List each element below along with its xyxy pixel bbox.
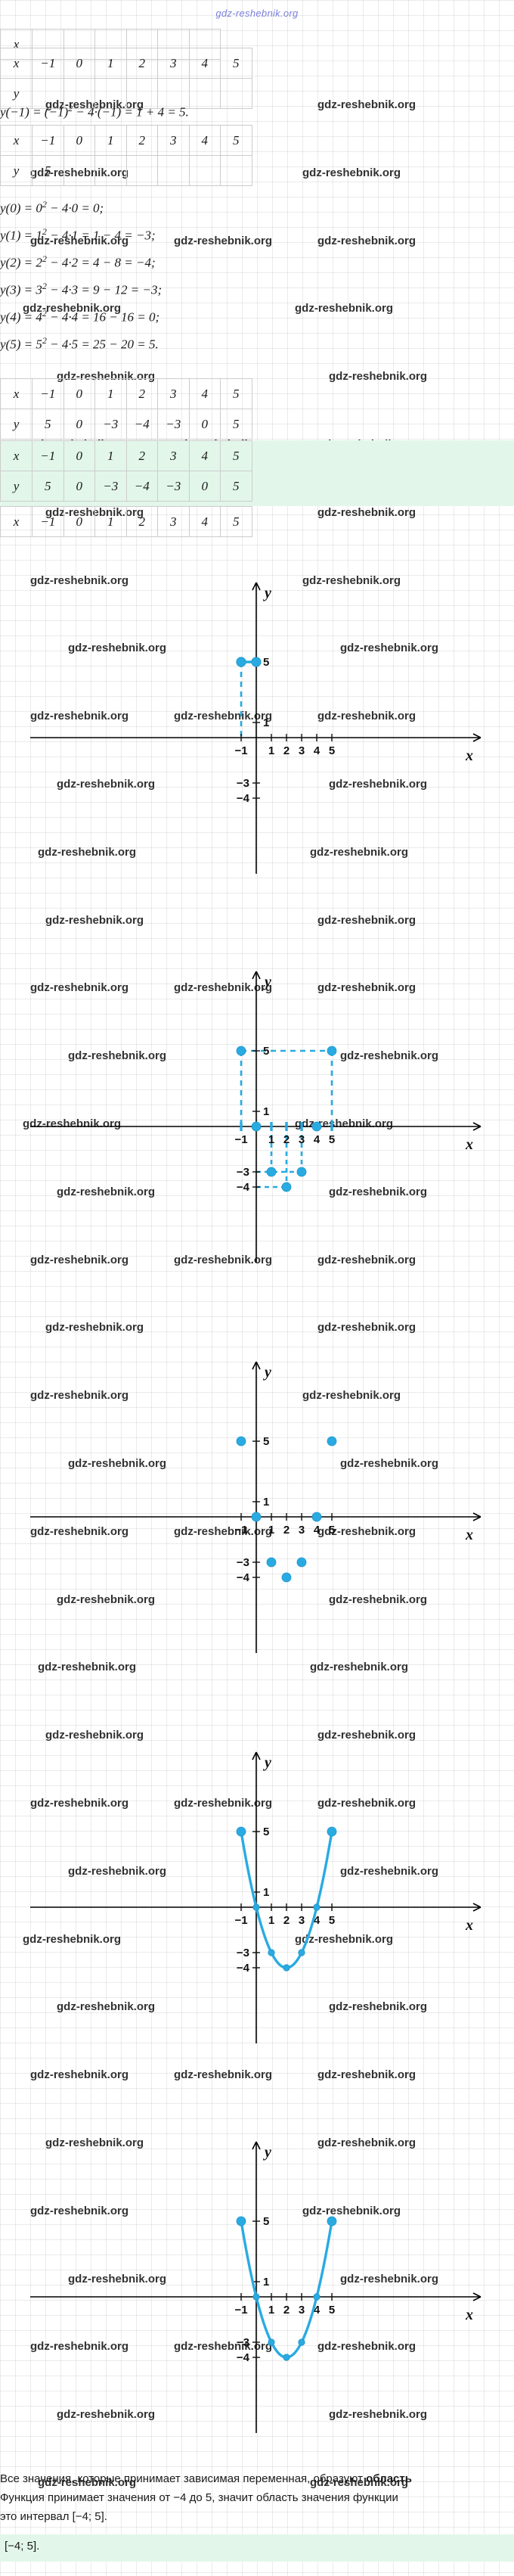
svg-text:3: 3 (299, 744, 305, 757)
svg-text:−3: −3 (237, 1166, 249, 1179)
svg-text:5: 5 (263, 2215, 269, 2228)
svg-text:3: 3 (299, 2304, 305, 2317)
svg-text:−1: −1 (234, 1133, 247, 1146)
svg-text:5: 5 (329, 1524, 335, 1537)
svg-text:1: 1 (263, 2276, 269, 2289)
svg-text:−4: −4 (237, 1571, 250, 1584)
svg-text:5: 5 (329, 1133, 335, 1146)
svg-text:1: 1 (263, 1105, 269, 1118)
svg-text:1: 1 (268, 2304, 274, 2317)
svg-text:2: 2 (283, 2304, 290, 2317)
svg-text:1: 1 (268, 1524, 274, 1537)
svg-text:−4: −4 (237, 2351, 250, 2364)
svg-text:−4: −4 (237, 1962, 250, 1975)
svg-text:4: 4 (314, 744, 320, 757)
svg-text:−1: −1 (234, 2304, 247, 2317)
svg-text:−4: −4 (237, 1181, 250, 1194)
svg-text:2: 2 (283, 1524, 290, 1537)
svg-text:3: 3 (299, 1524, 305, 1537)
svg-text:−4: −4 (237, 792, 250, 805)
svg-text:4: 4 (314, 1133, 320, 1146)
svg-text:1: 1 (268, 744, 274, 757)
svg-text:−3: −3 (237, 1556, 249, 1569)
svg-text:5: 5 (329, 2304, 335, 2317)
svg-text:y: y (263, 585, 271, 601)
svg-text:y: y (263, 974, 271, 990)
svg-text:x: x (465, 1527, 473, 1543)
svg-text:3: 3 (299, 1133, 305, 1146)
svg-text:4: 4 (314, 1524, 320, 1537)
svg-text:5: 5 (329, 1914, 335, 1927)
svg-text:5: 5 (329, 744, 335, 757)
svg-text:5: 5 (263, 1826, 269, 1838)
svg-text:−3: −3 (237, 777, 249, 790)
svg-text:−3: −3 (237, 1947, 249, 1959)
svg-text:2: 2 (283, 744, 290, 757)
svg-text:−3: −3 (237, 2336, 249, 2349)
svg-text:x: x (465, 1917, 473, 1934)
svg-text:2: 2 (283, 1914, 290, 1927)
svg-text:1: 1 (263, 1496, 269, 1509)
svg-text:1: 1 (263, 716, 269, 729)
svg-text:y: y (263, 1754, 271, 1771)
svg-text:1: 1 (263, 1886, 269, 1899)
svg-text:1: 1 (268, 1133, 274, 1146)
svg-text:2: 2 (283, 1133, 290, 1146)
svg-text:3: 3 (299, 1914, 305, 1927)
svg-text:−1: −1 (234, 1914, 247, 1927)
svg-text:1: 1 (268, 1914, 274, 1927)
svg-text:5: 5 (263, 656, 269, 669)
svg-text:y: y (263, 1364, 271, 1381)
svg-text:x: x (465, 1136, 473, 1153)
svg-text:5: 5 (263, 1045, 269, 1058)
svg-text:y: y (263, 2144, 271, 2161)
svg-text:x: x (465, 747, 473, 764)
svg-text:−1: −1 (234, 1524, 247, 1537)
svg-text:x: x (465, 2307, 473, 2323)
svg-text:−1: −1 (234, 744, 247, 757)
svg-text:5: 5 (263, 1435, 269, 1448)
